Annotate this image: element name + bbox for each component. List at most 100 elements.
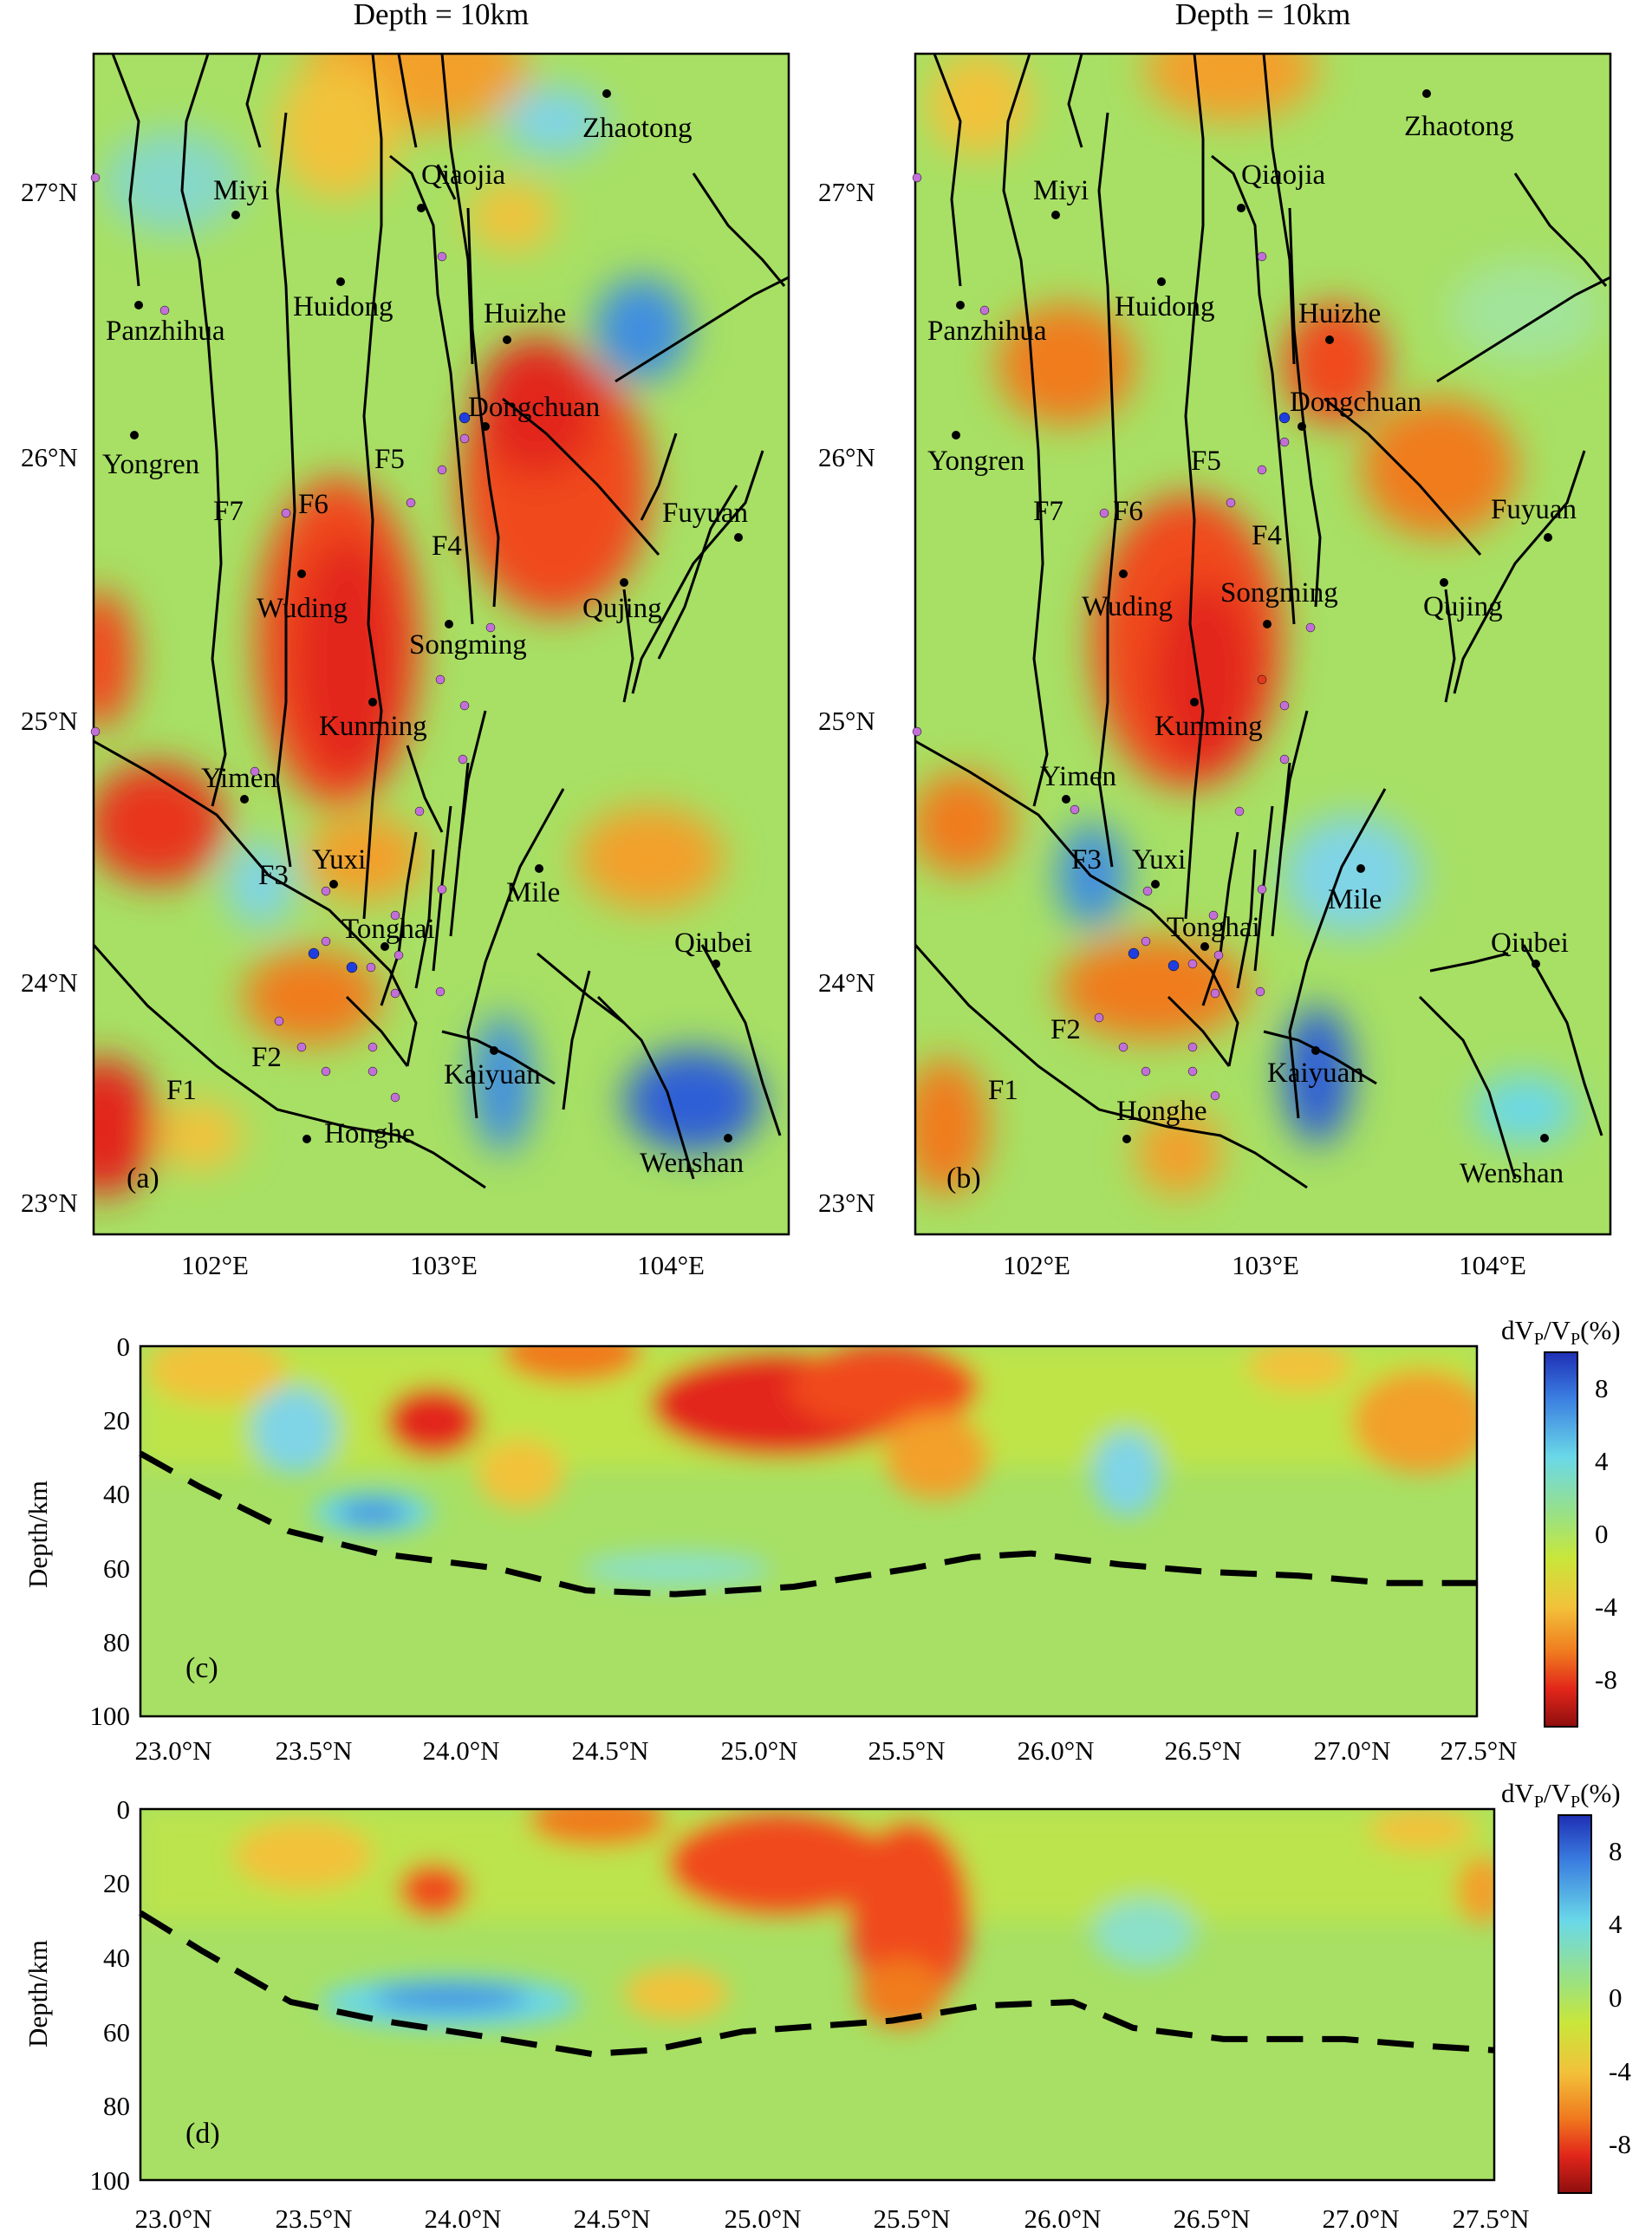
city-label-mile: Mile	[506, 877, 560, 908]
panel-c-moho-line	[139, 1450, 1477, 1598]
y-tick: 20	[103, 1405, 130, 1435]
panel-d-moho-line	[139, 1910, 1495, 2058]
fault-label-f4: F4	[1252, 520, 1282, 551]
city-dot	[734, 533, 743, 542]
city-dot	[1356, 864, 1365, 873]
panel-c-ylabel: Depth/km	[23, 1481, 53, 1588]
city-label-kunming: Kunming	[319, 711, 427, 742]
colorbar-tick: -4	[1609, 2056, 1631, 2086]
city-dot	[481, 422, 490, 431]
lon-tick: 102°E	[181, 1250, 249, 1280]
colorbar-title: dVP/VP(%)	[1501, 1315, 1621, 1349]
lat-tick: 26°N	[818, 442, 875, 472]
y-tick: 20	[103, 1868, 130, 1898]
panel-b-velocity-map	[915, 54, 1610, 1234]
panel-a-events	[90, 172, 496, 1103]
fault-label-f1: F1	[988, 1075, 1018, 1106]
city-label-songming: Songming	[1220, 577, 1338, 609]
city-label-yongren: Yongren	[102, 449, 199, 480]
y-tick: 0	[117, 1331, 131, 1362]
city-dot	[1119, 570, 1128, 578]
city-dot	[329, 880, 338, 888]
lat-tick: 24°N	[21, 967, 78, 998]
panel-a-title: Depth = 10km	[354, 0, 530, 31]
panel-d-section	[140, 1809, 1494, 2180]
panel-a-frame	[92, 52, 790, 1236]
panel-a-events-blue	[308, 412, 471, 973]
panel-b-lat-ticks: 27°N 26°N 25°N 24°N 23°N	[818, 177, 875, 1218]
city-label-mile: Mile	[1328, 884, 1382, 915]
city-label-honghe: Honghe	[324, 1118, 414, 1149]
panel-a-velocity-map	[94, 54, 789, 1234]
y-tick: 0	[117, 1794, 131, 1825]
lon-tick: 103°E	[1232, 1250, 1299, 1280]
city-dot	[1440, 578, 1448, 587]
city-label-qiaojia: Qiaojia	[1241, 159, 1325, 191]
fault-label-f1: F1	[166, 1075, 197, 1106]
x-tick: 24.0°N	[422, 1735, 499, 1766]
city-dot	[1200, 942, 1209, 951]
city-label-wenshan: Wenshan	[1460, 1158, 1564, 1189]
fault-label-f3: F3	[258, 860, 289, 891]
panel-c-section	[140, 1346, 1477, 1716]
city-label-tonghai: Tonghai	[341, 914, 435, 945]
city-dot	[1151, 880, 1160, 888]
panel-d-ylabel: Depth/km	[23, 1940, 53, 2047]
panel-d-colorbar: dVP/VP(%) 8 4 0 -4 -8	[1501, 1778, 1631, 2194]
panel-d-frame	[139, 1807, 1496, 2182]
panel-d-x-ticks: 23.0°N 23.5°N 24.0°N 24.5°N 25.0°N 25.5°…	[134, 2203, 1529, 2234]
colorbar-tick: 8	[1609, 1836, 1623, 1866]
city-dot	[620, 578, 628, 587]
city-label-miyi: Miyi	[213, 175, 269, 206]
panel-d-y-ticks: 0 20 40 60 80 100	[90, 1794, 131, 2196]
city-label-kaiyuan: Kaiyuan	[444, 1059, 541, 1090]
x-tick: 24.5°N	[571, 1735, 648, 1766]
city-dot	[1325, 335, 1334, 344]
city-dot	[368, 698, 377, 706]
panel-c-x-ticks: 23.0°N 23.5°N 24.0°N 24.5°N 25.0°N 25.5°…	[134, 1735, 1517, 1766]
panel-d: (d) 0 20 40 60 80 100 Depth/km 23.0°N 23…	[23, 1778, 1631, 2234]
city-label-huizhe: Huizhe	[484, 298, 566, 329]
city-label-zhaotong: Zhaotong	[1404, 111, 1513, 142]
city-label-huidong: Huidong	[293, 291, 393, 322]
city-dot	[1544, 533, 1552, 542]
city-dot	[535, 864, 543, 873]
fault-label-f6: F6	[298, 489, 328, 520]
x-tick: 23.5°N	[275, 2203, 352, 2234]
x-tick: 25.0°N	[720, 1735, 797, 1766]
city-dot	[297, 570, 306, 578]
city-dot	[712, 960, 720, 968]
city-dot	[134, 301, 143, 309]
panel-b-faults	[915, 54, 1610, 1189]
x-tick: 23.5°N	[275, 1735, 352, 1766]
city-dot	[302, 1135, 311, 1143]
city-dot	[240, 795, 249, 804]
y-tick: 40	[103, 1479, 130, 1509]
city-dot	[1540, 1134, 1549, 1142]
lon-tick: 104°E	[1459, 1250, 1526, 1280]
x-tick: 26.0°N	[1017, 1735, 1094, 1766]
city-label-panzhihua: Panzhihua	[106, 316, 225, 347]
city-dot	[380, 942, 389, 951]
city-label-qiubei: Qiubei	[1491, 927, 1569, 959]
y-tick: 80	[103, 2091, 130, 2121]
city-dot	[602, 89, 611, 98]
panel-a-label: (a)	[127, 1162, 159, 1194]
city-dot	[1311, 1046, 1320, 1055]
x-tick: 27.0°N	[1322, 2203, 1399, 2234]
city-label-songming: Songming	[409, 629, 527, 661]
city-dot	[445, 620, 453, 628]
fault-label-f7: F7	[1033, 496, 1063, 527]
panel-c-colorbar: dVP/VP(%) 8 4 0 -4 -8	[1501, 1315, 1621, 1728]
panel-a-faults	[94, 54, 789, 1189]
panel-c-y-ticks: 0 20 40 60 80 100	[90, 1331, 131, 1731]
lat-tick: 26°N	[21, 442, 78, 472]
city-label-honghe: Honghe	[1116, 1096, 1206, 1127]
lat-tick: 23°N	[21, 1188, 78, 1218]
colorbar-title: dVP/VP(%)	[1501, 1778, 1621, 1812]
panel-b-cities: Zhaotong Miyi Qiaojia Huidong Huizhe Pan…	[927, 89, 1577, 1189]
colorbar-tick: -4	[1595, 1591, 1617, 1622]
city-label-miyi: Miyi	[1033, 175, 1089, 206]
y-tick: 100	[90, 2165, 131, 2196]
lat-tick: 23°N	[818, 1188, 875, 1218]
